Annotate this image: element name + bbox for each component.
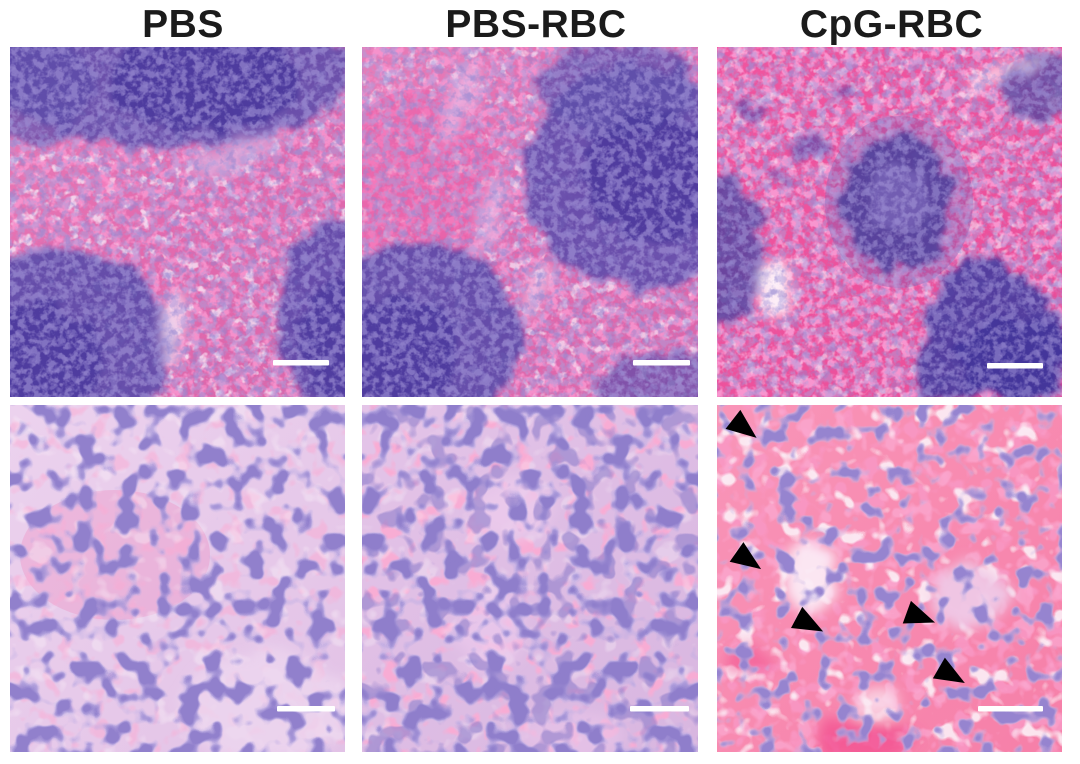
panel-cpg-rbc-top	[717, 47, 1062, 397]
arrowhead-marker	[791, 606, 824, 632]
nuclei-layer	[362, 405, 698, 752]
scale-bar	[273, 360, 329, 366]
panel-pbs-bottom	[10, 405, 345, 752]
nuclei-layer	[10, 405, 345, 752]
micrograph-pbs-rbc-top	[362, 47, 698, 397]
panel-cpg-rbc-bottom	[717, 405, 1062, 752]
micrograph-pbs-bottom	[10, 405, 345, 752]
cell-speckle-overlay	[362, 47, 698, 397]
micrograph-cpg-rbc-bottom	[717, 405, 1062, 752]
panel-pbs-top	[10, 47, 345, 397]
arrowhead-marker	[902, 600, 936, 624]
scale-bar	[978, 706, 1043, 712]
micrograph-cpg-rbc-top	[717, 47, 1062, 397]
cell-speckle-overlay	[10, 47, 345, 397]
panel-pbs-rbc-bottom	[362, 405, 698, 752]
cell-speckle-overlay	[717, 47, 1062, 397]
column-label-pbs-rbc: PBS-RBC	[445, 3, 627, 46]
arrowhead-marker	[725, 409, 757, 438]
column-label-pbs: PBS	[142, 3, 224, 46]
column-label-cpg-rbc: CpG-RBC	[799, 3, 984, 46]
arrowhead-marker	[932, 657, 965, 683]
panel-pbs-rbc-top	[362, 47, 698, 397]
arrowhead-layer	[725, 409, 965, 683]
arrowhead-marker	[729, 542, 762, 570]
scale-bar	[633, 360, 690, 366]
nuclei-layer	[717, 405, 1062, 752]
micrograph-pbs-top	[10, 47, 345, 397]
scale-bar	[630, 706, 689, 712]
scale-bar	[277, 706, 335, 712]
micrograph-pbs-rbc-bottom	[362, 405, 698, 752]
scale-bar	[987, 363, 1043, 369]
